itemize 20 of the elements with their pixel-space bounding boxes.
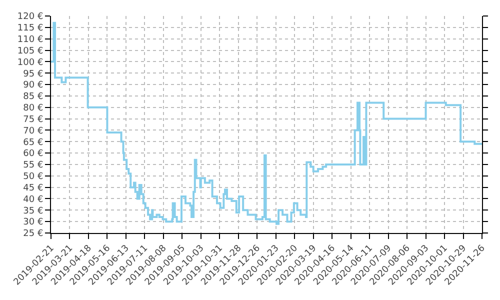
y-tick-label: 115 € bbox=[17, 24, 44, 34]
y-tick-label: 30 € bbox=[23, 218, 44, 228]
y-tick-label: 120 € bbox=[17, 12, 44, 22]
y-tick-label: 95 € bbox=[23, 69, 44, 80]
y-tick-label: 60 € bbox=[23, 149, 44, 160]
y-tick-label: 50 € bbox=[23, 172, 44, 182]
y-tick-label: 85 € bbox=[23, 92, 44, 102]
y-tick-label: 90 € bbox=[23, 80, 44, 91]
y-tick-label: 80 € bbox=[23, 104, 44, 114]
y-tick-label: 25 € bbox=[23, 229, 44, 240]
y-tick-label: 75 € bbox=[23, 114, 44, 125]
y-tick-label: 70 € bbox=[23, 126, 44, 136]
y-tick-label: 40 € bbox=[23, 194, 44, 205]
y-tick-label: 65 € bbox=[23, 138, 44, 148]
y-tick-label: 45 € bbox=[23, 183, 44, 194]
y-tick-label: 110 € bbox=[17, 34, 44, 45]
y-tick-label: 105 € bbox=[17, 46, 44, 56]
y-tick-label: 35 € bbox=[23, 206, 44, 216]
y-tick-label: 100 € bbox=[17, 58, 44, 68]
y-tick-label: 55 € bbox=[23, 160, 44, 171]
